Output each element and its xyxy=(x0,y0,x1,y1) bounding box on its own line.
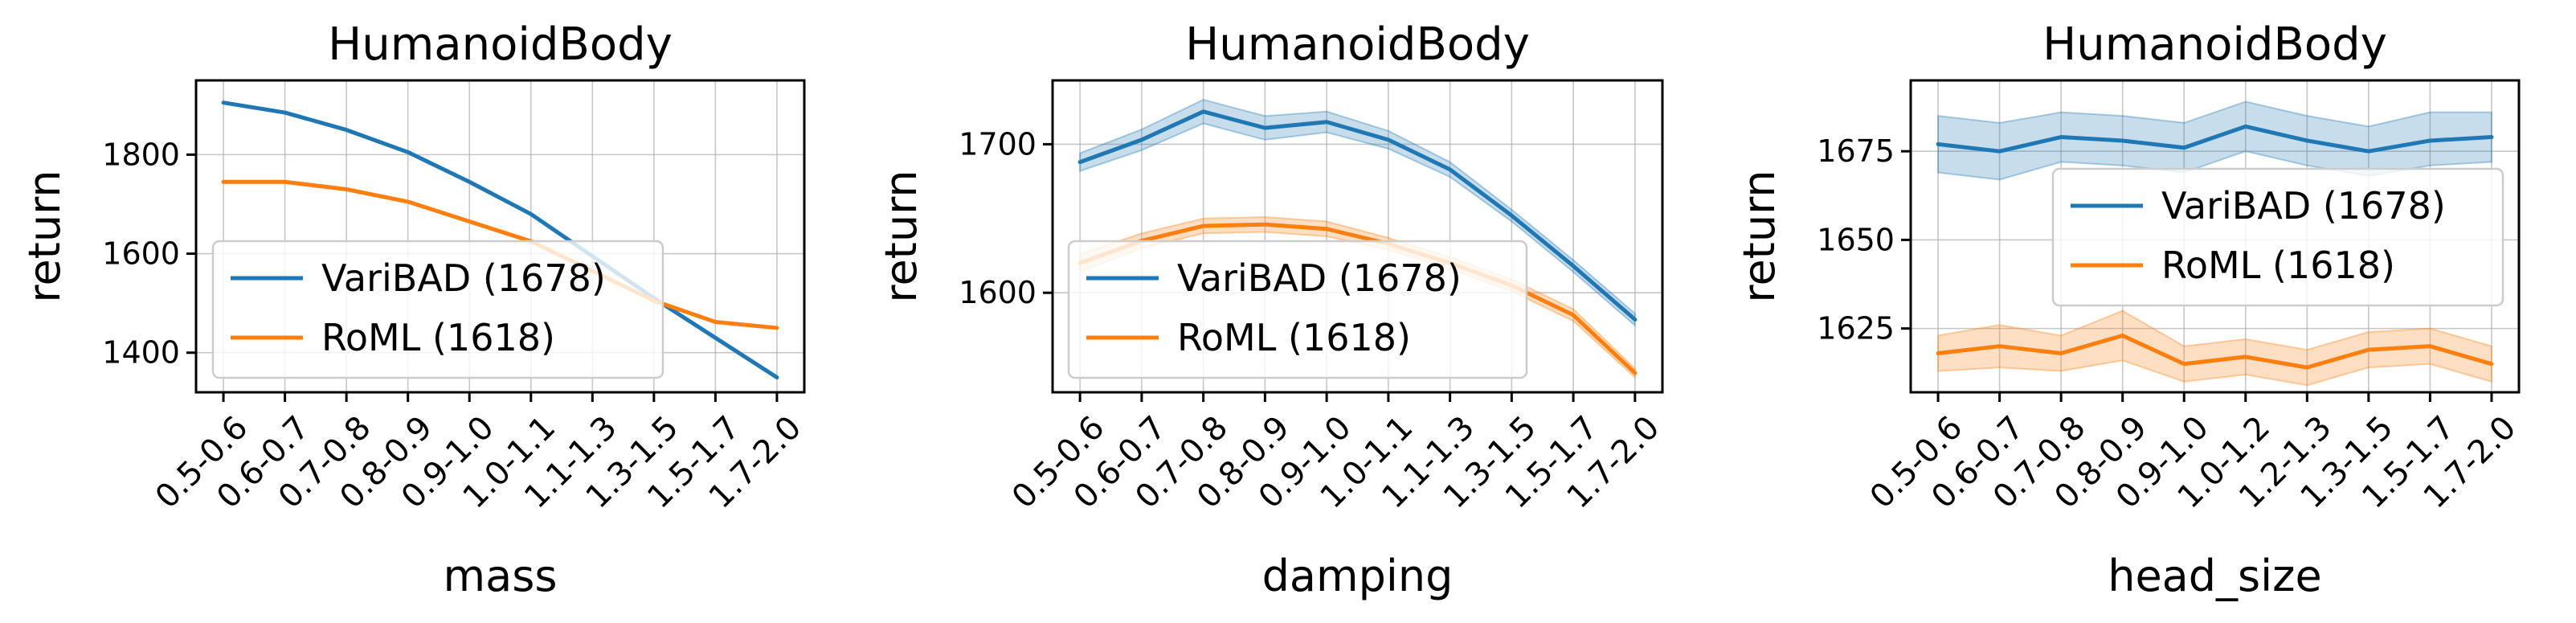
legend-entry-1: VariBAD (1678) xyxy=(1177,256,1462,300)
legend-entry-1: VariBAD (1678) xyxy=(321,256,606,300)
y-tick-label: 1650 xyxy=(1817,222,1895,257)
subplot-2: 0.5-0.60.6-0.70.7-0.80.8-0.90.9-1.01.0-1… xyxy=(876,18,1666,601)
legend-entry-2: RoML (1618) xyxy=(321,316,555,359)
legend-box xyxy=(211,240,664,379)
y-tick-label: 1625 xyxy=(1817,311,1895,346)
legend-entry-1: VariBAD (1678) xyxy=(2161,184,2446,227)
legend: VariBAD (1678) RoML (1618) xyxy=(1067,240,1528,379)
subplot-1: 0.5-0.60.6-0.70.7-0.80.8-0.90.9-1.01.0-1… xyxy=(19,18,808,601)
axes-frame xyxy=(194,79,806,394)
confidence-band-2 xyxy=(1937,309,2492,387)
x-axis-label: damping xyxy=(1262,551,1454,601)
y-tick-label: 1400 xyxy=(102,335,180,371)
y-axis-label: return xyxy=(876,170,926,302)
x-axis-label: mass xyxy=(444,551,558,601)
series-line-1 xyxy=(221,100,779,380)
legend-box xyxy=(2051,167,2504,307)
legend-box xyxy=(1067,240,1528,379)
x-axis-label: head_size xyxy=(2108,551,2322,601)
subplot-title: HumanoidBody xyxy=(328,18,673,71)
series-line-1 xyxy=(1936,124,2494,154)
series-line-2 xyxy=(1936,333,2494,370)
y-tick-label: 1800 xyxy=(102,137,180,172)
y-tick-label: 1600 xyxy=(959,275,1037,310)
y-axis-label: return xyxy=(1734,170,1785,302)
subplot-title: HumanoidBody xyxy=(1185,18,1530,71)
legend-entry-2: RoML (1618) xyxy=(2161,244,2395,287)
y-tick-label: 1700 xyxy=(959,126,1037,162)
legend: VariBAD (1678) RoML (1618) xyxy=(2051,167,2504,307)
series-line-1 xyxy=(1077,109,1638,322)
subplot-3: 0.5-0.60.6-0.70.7-0.80.8-0.90.9-1.01.0-1… xyxy=(1734,18,2523,601)
axes-frame xyxy=(1909,79,2521,394)
y-axis-label: return xyxy=(19,170,70,302)
confidence-band-1 xyxy=(1937,100,2492,181)
subplot-title: HumanoidBody xyxy=(2042,18,2387,71)
y-tick-label: 1675 xyxy=(1817,133,1895,169)
axes-frame xyxy=(1051,79,1664,394)
series-line-2 xyxy=(1077,222,1638,375)
legend: VariBAD (1678) RoML (1618) xyxy=(211,240,664,379)
series-line-2 xyxy=(221,179,779,330)
legend-entry-2: RoML (1618) xyxy=(1177,316,1411,359)
confidence-band-1 xyxy=(1079,98,1636,328)
confidence-band-2 xyxy=(1079,215,1636,379)
y-tick-label: 1600 xyxy=(102,236,180,272)
